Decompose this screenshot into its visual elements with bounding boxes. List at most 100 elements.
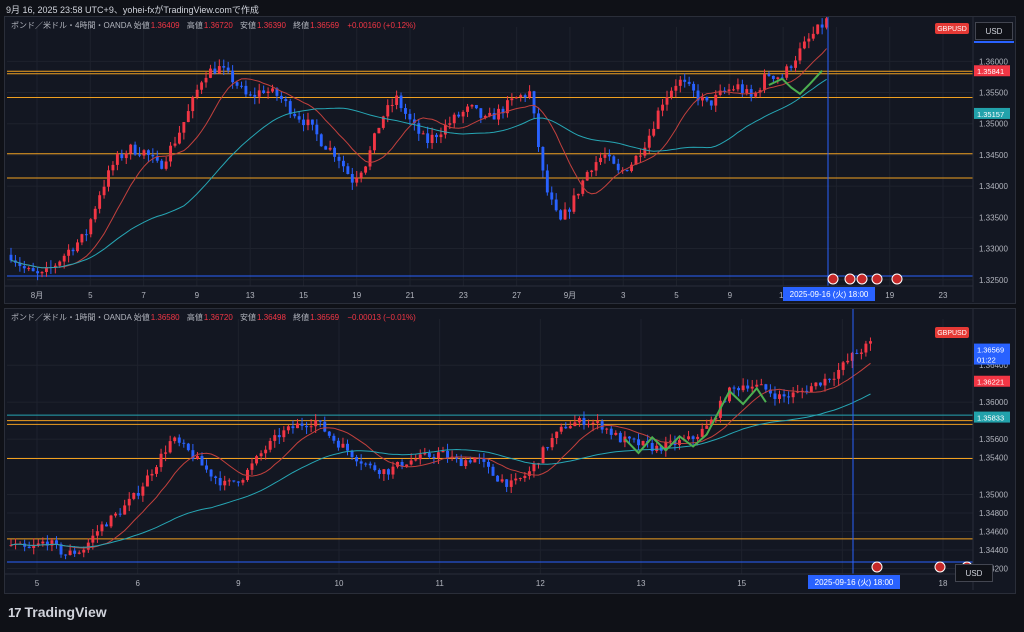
candle xyxy=(27,546,31,549)
candle xyxy=(802,41,806,49)
candle xyxy=(86,542,90,550)
candle xyxy=(405,464,409,467)
candle xyxy=(245,469,249,481)
currency-label: USD xyxy=(985,26,1003,36)
candle xyxy=(638,155,642,157)
candle xyxy=(191,97,195,112)
candle xyxy=(727,89,731,92)
candle xyxy=(505,100,509,114)
candle xyxy=(381,116,385,128)
candle xyxy=(373,465,377,471)
close-label: 終値 xyxy=(293,313,310,322)
candle xyxy=(661,104,665,111)
price-tag-label: 1.35157 xyxy=(977,110,1004,119)
x-tick-label: 23 xyxy=(939,291,948,300)
candle xyxy=(105,524,108,527)
candle xyxy=(399,95,403,109)
candle xyxy=(603,154,607,158)
candle xyxy=(327,431,331,436)
candle xyxy=(446,450,450,458)
candle xyxy=(459,458,463,467)
candle xyxy=(537,113,540,147)
candle xyxy=(58,261,62,266)
candle xyxy=(182,442,186,444)
candle xyxy=(186,443,190,451)
candle xyxy=(64,554,68,556)
candle xyxy=(36,543,40,546)
change-value: +0.00160 (+0.12%) xyxy=(347,21,416,30)
currency-button[interactable]: USD xyxy=(955,564,993,582)
candle xyxy=(336,440,340,448)
candle xyxy=(27,268,31,270)
candle xyxy=(749,89,753,97)
candle xyxy=(612,156,616,164)
price-tag-label: 1.35841 xyxy=(977,67,1004,76)
candle xyxy=(643,147,647,156)
x-tick-label: 13 xyxy=(637,579,646,588)
candle xyxy=(837,369,841,379)
x-tick-label: 23 xyxy=(459,291,468,300)
candle xyxy=(479,108,483,118)
candle xyxy=(809,386,813,392)
candle xyxy=(637,439,641,446)
x-tick-label: 9月 xyxy=(564,291,576,300)
candle xyxy=(594,162,598,171)
x-tick-label: 18 xyxy=(939,579,948,588)
candle xyxy=(191,450,195,459)
candle xyxy=(596,421,600,423)
candle xyxy=(669,90,673,98)
price-tag xyxy=(974,65,1010,77)
candle xyxy=(541,146,545,171)
candle xyxy=(705,425,709,429)
candle xyxy=(409,460,413,465)
candle xyxy=(142,150,146,156)
candle xyxy=(328,147,332,150)
chart-panel-4h[interactable]: 1.36000 1.35500 1.35000 1.34500 1.34000 1.335… xyxy=(4,16,1016,304)
candle xyxy=(231,70,235,83)
candle xyxy=(120,154,124,159)
chart-canvas-1h[interactable]: 1.36400 1.36000 1.35600 1.35400 1.35000 1.348… xyxy=(5,309,1015,593)
candle xyxy=(768,389,772,394)
candle xyxy=(136,492,140,496)
candle xyxy=(138,154,141,156)
chart-panel-1h[interactable]: 1.36400 1.36000 1.35600 1.35400 1.35000 1.348… xyxy=(4,308,1016,594)
y-tick-label: 1.33500 xyxy=(979,213,1008,222)
candle xyxy=(723,90,727,92)
harmonic-pattern-line xyxy=(624,386,767,455)
symbol-tag xyxy=(935,23,969,34)
candle xyxy=(787,396,791,398)
candle xyxy=(53,265,57,268)
x-tick-label: 15 xyxy=(299,291,308,300)
candle xyxy=(412,119,416,124)
candle xyxy=(563,209,567,220)
candle xyxy=(217,66,221,74)
candle xyxy=(132,492,136,499)
candle xyxy=(100,524,104,532)
candle xyxy=(776,77,780,79)
candle xyxy=(850,352,854,361)
candle xyxy=(40,272,44,274)
candle xyxy=(226,67,230,71)
currency-button[interactable]: USD xyxy=(974,22,1014,43)
candle xyxy=(759,384,763,386)
candle xyxy=(764,384,768,390)
candle xyxy=(341,160,345,167)
candle xyxy=(45,541,49,546)
candle xyxy=(482,458,486,462)
candle xyxy=(554,199,558,211)
candle xyxy=(324,146,328,150)
candle xyxy=(652,128,656,136)
candle xyxy=(816,24,820,34)
x-tick-label: 19 xyxy=(885,291,894,300)
candle xyxy=(550,192,554,200)
candle xyxy=(820,24,824,28)
candle xyxy=(404,108,407,114)
candle xyxy=(164,161,168,169)
candle xyxy=(355,456,359,462)
x-tick-label: 27 xyxy=(512,291,521,300)
candle xyxy=(31,268,35,272)
y-tick-label: 1.34000 xyxy=(979,182,1008,191)
candle xyxy=(572,195,576,212)
chart-canvas-4h[interactable]: 1.36000 1.35500 1.35000 1.34500 1.34000 1.335… xyxy=(5,17,1015,303)
candle xyxy=(124,153,128,159)
